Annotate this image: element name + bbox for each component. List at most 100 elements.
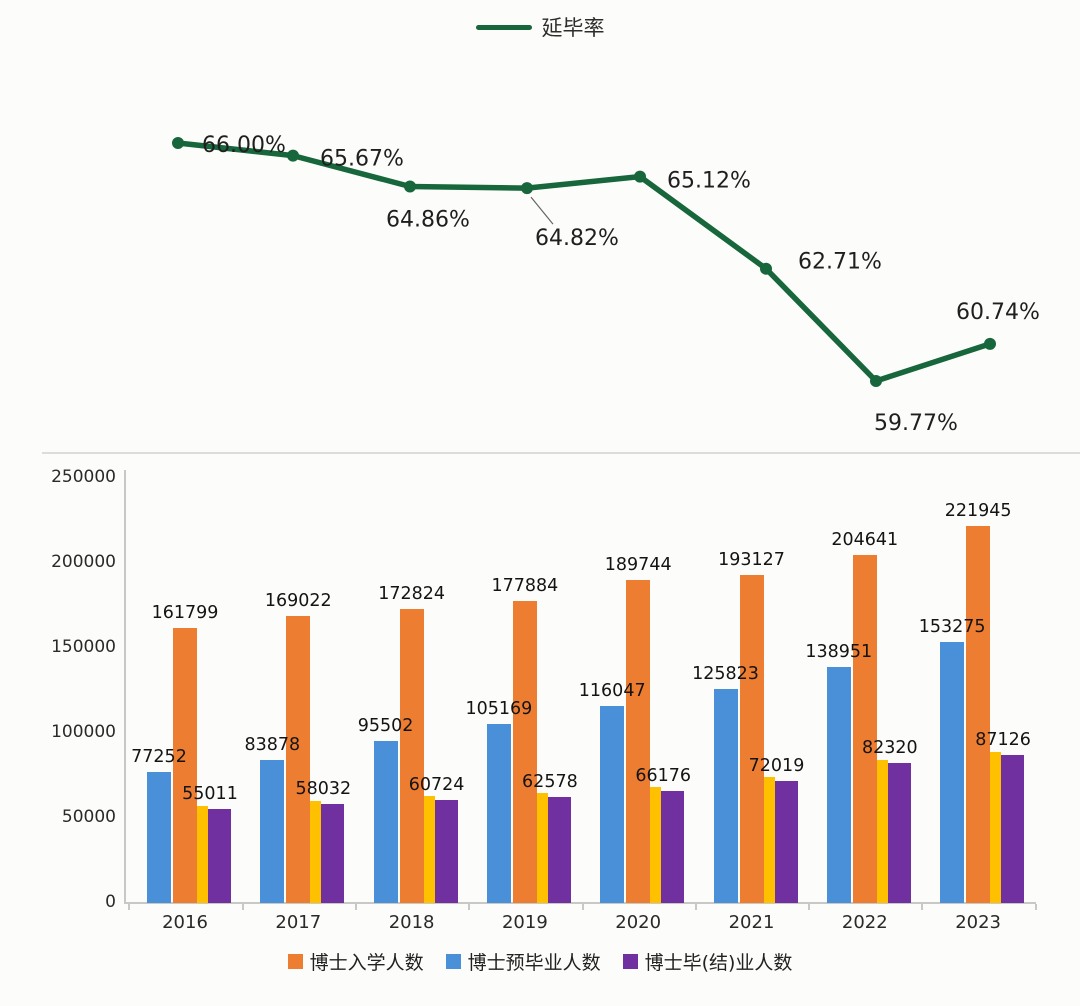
line-point-2016	[172, 137, 184, 149]
bar-pre-graduation-2018	[373, 740, 398, 903]
label-leader-line	[530, 196, 554, 225]
y-axis-label: 0	[105, 892, 116, 912]
x-axis-tick	[581, 904, 584, 910]
x-axis-tick	[241, 904, 244, 910]
legend-label-pre-graduation: 博士预毕业人数	[467, 952, 601, 974]
x-axis-label-2018: 2018	[388, 912, 435, 933]
bar-graduation-2020	[661, 790, 685, 903]
line-point-label: 65.67%	[320, 147, 404, 172]
value-label-pre-graduation-2018: 95502	[357, 715, 414, 736]
value-label-enrollment-2022: 204641	[831, 530, 899, 551]
line-chart-legend: 延毕率	[0, 12, 1080, 42]
x-axis-label-2019: 2019	[501, 912, 548, 933]
value-label-graduation-2017: 58032	[295, 779, 352, 800]
bar-unlabeled-yellow-2018	[423, 795, 435, 903]
legend-item-graduation: 博士毕(结)业人数	[622, 948, 793, 975]
line-point-2022	[870, 375, 882, 387]
y-axis-label: 250000	[51, 467, 116, 487]
legend-swatch-purple-icon	[622, 954, 638, 969]
bar-graduation-2018	[434, 799, 458, 903]
bar-pre-graduation-2017	[260, 760, 285, 903]
line-point-label: 62.71%	[798, 250, 882, 275]
chart-divider	[42, 452, 1080, 454]
bar-enrollment-2018	[399, 609, 424, 903]
x-axis-tick	[128, 904, 131, 910]
bar-enrollment-2017	[286, 615, 311, 903]
bar-unlabeled-yellow-2017	[310, 801, 322, 903]
value-label-enrollment-2023: 221945	[944, 500, 1012, 521]
x-axis-line	[124, 902, 1036, 904]
legend-label-enrollment: 博士入学人数	[309, 952, 424, 974]
bar-unlabeled-yellow-2021	[763, 777, 775, 903]
value-label-pre-graduation-2022: 138951	[805, 641, 873, 662]
bar-unlabeled-yellow-2019	[536, 792, 548, 903]
bar-graduation-2019	[547, 796, 571, 903]
bar-pre-graduation-2020	[600, 705, 625, 903]
line-point-2023	[984, 337, 996, 350]
value-label-pre-graduation-2017: 83878	[244, 735, 301, 756]
legend-item-pre-graduation: 博士预毕业人数	[445, 948, 601, 975]
bar-graduation-2021	[774, 780, 798, 903]
legend-label-graduation: 博士毕(结)业人数	[644, 952, 793, 974]
value-label-graduation-2016: 55011	[182, 784, 238, 805]
line-point-label: 64.82%	[535, 226, 619, 251]
legend-item-enrollment: 博士入学人数	[287, 948, 424, 975]
bar-enrollment-2019	[512, 600, 537, 903]
x-axis-tick	[921, 904, 924, 910]
bar-graduation-2016	[208, 809, 231, 903]
delay-rate-line-chart: 66.00% 65.67% 64.86% 64.82% 65.12% 62.71% 59.7…	[172, 133, 1040, 436]
x-axis-tick	[694, 904, 697, 910]
value-label-enrollment-2017: 169022	[264, 590, 332, 611]
bar-pre-graduation-2021	[713, 689, 738, 903]
line-point-label: 59.77%	[874, 411, 958, 436]
line-point-label: 66.00%	[202, 133, 286, 158]
y-axis-label: 200000	[51, 552, 116, 572]
line-point-2019	[521, 182, 533, 195]
bar-enrollment-2016	[173, 627, 197, 903]
value-label-enrollment-2020: 189744	[604, 555, 672, 576]
value-label-graduation-2018: 60724	[408, 774, 465, 795]
value-label-pre-graduation-2021: 125823	[692, 664, 759, 685]
bar-pre-graduation-2019	[486, 724, 511, 903]
y-axis-label: 150000	[51, 637, 116, 657]
bar-pre-graduation-2022	[826, 666, 851, 903]
bar-unlabeled-yellow-2016	[197, 806, 208, 903]
line-point-2020	[634, 170, 646, 183]
value-label-graduation-2021: 72019	[748, 755, 805, 776]
x-axis-tick	[354, 904, 357, 910]
x-axis-label-2017: 2017	[275, 912, 322, 933]
bar-pre-graduation-2016	[147, 771, 171, 903]
line-point-label: 64.86%	[386, 208, 470, 233]
x-axis-label-2022: 2022	[841, 912, 888, 933]
line-point-2018	[404, 180, 416, 193]
x-axis-tick	[468, 904, 471, 910]
legend-swatch-orange-icon	[287, 954, 303, 969]
bar-pre-graduation-2023	[940, 642, 965, 903]
value-label-pre-graduation-2020: 116047	[578, 680, 646, 701]
y-axis-label: 50000	[61, 807, 116, 827]
x-axis-label-2023: 2023	[955, 912, 1001, 933]
value-label-enrollment-2021: 193127	[718, 549, 785, 570]
legend-swatch-blue-icon	[445, 954, 461, 969]
bar-unlabeled-yellow-2023	[990, 751, 1002, 903]
value-label-pre-graduation-2023: 153275	[918, 617, 986, 638]
bar-graduation-2017	[321, 804, 345, 903]
bar-enrollment-2020	[626, 580, 651, 903]
value-label-graduation-2022: 82320	[861, 738, 918, 759]
line-point-label: 60.74%	[956, 300, 1040, 325]
bar-unlabeled-yellow-2020	[650, 787, 662, 903]
bar-graduation-2022	[887, 763, 911, 903]
value-label-graduation-2023: 87126	[975, 729, 1031, 750]
value-label-pre-graduation-2019: 105169	[465, 699, 533, 720]
bar-enrollment-2021	[739, 574, 764, 903]
x-axis-label-2016: 2016	[162, 912, 208, 933]
line-legend-marker-icon	[475, 24, 532, 30]
bar-graduation-2023	[1001, 754, 1025, 903]
line-point-2017	[287, 149, 299, 162]
x-axis-tick	[1034, 904, 1037, 910]
value-label-enrollment-2019: 177884	[491, 575, 559, 596]
delay-rate-line	[175, 140, 993, 384]
value-label-graduation-2020: 66176	[635, 765, 692, 786]
